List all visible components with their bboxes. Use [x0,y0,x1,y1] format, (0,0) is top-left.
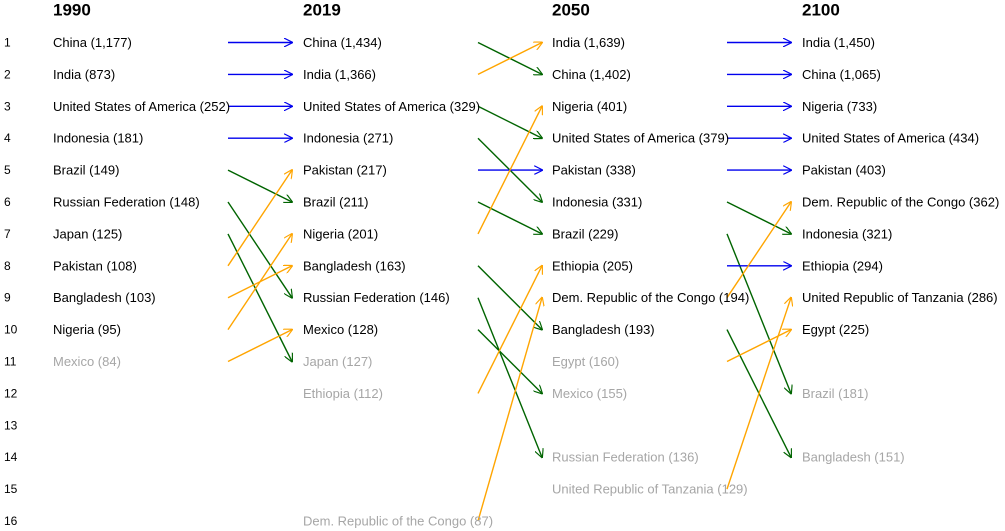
country-label: Bangladesh (103) [53,290,156,305]
year-header: 2050 [552,1,590,20]
country-label: Russian Federation (136) [552,450,699,465]
year-headers: 1990 2019 2050 2100 [53,1,840,20]
transition-arrow [726,233,791,394]
country-label: Dem. Republic of the Congo (362) [802,195,999,210]
rank-number: 1 [4,36,11,50]
country-label: China (1,402) [552,67,631,82]
country-label: Ethiopia (112) [303,386,383,401]
rank-number: 16 [4,514,18,528]
rank-number: 5 [4,163,11,177]
country-label: Pakistan (338) [552,163,636,178]
country-label: India (1,366) [303,67,376,82]
transition-arrow [477,266,542,394]
country-label: Nigeria (201) [303,226,378,241]
country-label: Nigeria (95) [53,322,121,337]
country-label: Pakistan (108) [53,258,137,273]
country-label: United States of America (329) [303,99,480,114]
transition-arrow [227,234,292,330]
rank-number: 6 [4,195,11,209]
transition-arrow [477,43,542,76]
country-label: Dem. Republic of the Congo (194) [552,290,749,305]
country-label: India (1,450) [802,35,875,50]
country-label: India (873) [53,67,115,82]
rank-number: 8 [4,259,11,273]
country-label: Bangladesh (193) [552,322,655,337]
rank-number: 15 [4,482,18,496]
rank-number: 7 [4,227,11,241]
country-label: Egypt (160) [552,354,619,369]
country-label: United Republic of Tanzania (286) [802,290,998,305]
transition-arrow [726,202,791,299]
transition-arrow [726,298,791,490]
country-label: Mexico (84) [53,354,121,369]
rank-number: 4 [4,131,11,145]
country-label: Bangladesh (163) [303,258,406,273]
rank-number: 14 [4,450,18,464]
country-label: Egypt (225) [802,322,869,337]
year-header: 1990 [53,1,91,20]
country-label: Ethiopia (205) [552,258,633,273]
country-label: Russian Federation (146) [303,290,450,305]
country-label: Indonesia (321) [802,226,892,241]
country-label: Russian Federation (148) [53,195,200,210]
year-header: 2100 [802,1,840,20]
country-labels: China (1,177) India (873) United States of… [53,35,999,529]
country-label: Mexico (155) [552,386,627,401]
country-label: Pakistan (217) [303,163,387,178]
country-label: India (1,639) [552,35,625,50]
country-label: Indonesia (331) [552,195,642,210]
rank-number: 2 [4,67,11,81]
rank-number: 10 [4,323,18,337]
rank-number: 3 [4,99,11,113]
country-label: United Republic of Tanzania (129) [552,482,748,497]
country-label: Pakistan (403) [802,163,886,178]
country-label: United States of America (379) [552,131,729,146]
country-label: China (1,177) [53,35,132,50]
country-label: China (1,434) [303,35,382,50]
country-label: Bangladesh (151) [802,450,905,465]
country-label: Ethiopia (294) [802,258,883,273]
country-label: China (1,065) [802,67,881,82]
country-label: Brazil (229) [552,226,618,241]
country-label: United States of America (252) [53,99,230,114]
transition-arrow [726,330,791,363]
country-label: Japan (127) [303,354,372,369]
rank-number: 13 [4,418,18,432]
transition-arrow [227,170,292,267]
transition-arrow [477,265,542,330]
transition-arrow [477,201,542,234]
transition-arrows [227,43,791,522]
transition-arrow [477,297,542,458]
rank-number: 9 [4,291,11,305]
rank-number: 11 [4,355,17,369]
country-label: United States of America (434) [802,131,979,146]
country-label: Nigeria (733) [802,99,877,114]
transition-arrow [227,233,292,362]
country-label: Brazil (181) [802,386,868,401]
country-label: Indonesia (271) [303,131,393,146]
transition-arrow [477,298,542,522]
year-header: 2019 [303,1,341,20]
transition-arrow [477,105,542,138]
country-label: Dem. Republic of the Congo (87) [303,514,493,529]
transition-arrow [227,201,292,298]
transition-arrow [227,169,292,202]
transition-arrow [477,329,542,394]
country-label: Mexico (128) [303,322,378,337]
country-label: Indonesia (181) [53,131,143,146]
country-label: Brazil (149) [53,163,119,178]
transition-arrow [227,330,292,363]
transition-arrow [477,106,542,235]
rank-number: 12 [4,386,18,400]
country-label: Nigeria (401) [552,99,627,114]
transition-arrow [726,201,791,234]
country-label: Brazil (211) [303,195,369,210]
country-label: Japan (125) [53,226,122,241]
